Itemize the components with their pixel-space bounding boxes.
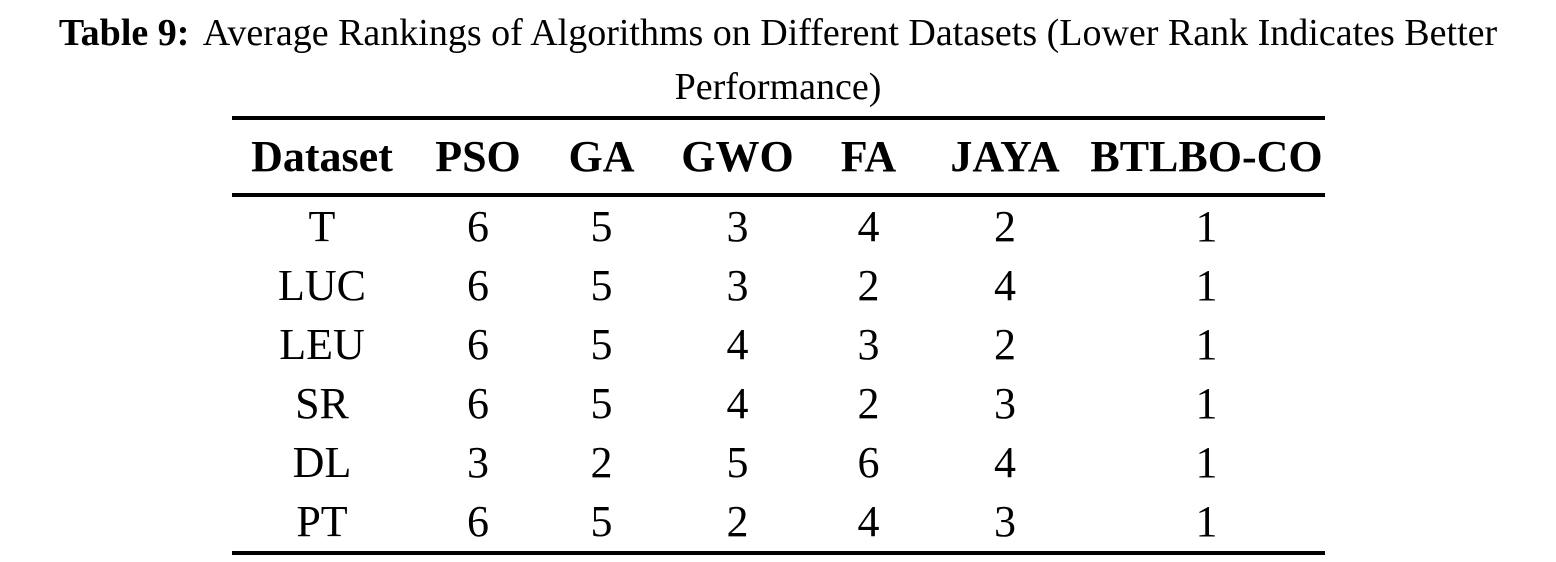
- table-row-pt: PT 6 5 2 4 3 1: [232, 492, 1325, 553]
- col-header-gwo: GWO: [681, 132, 794, 181]
- row-label: T: [308, 202, 336, 251]
- table-row-luc: LUC 6 5 3 2 4 1: [232, 256, 1325, 315]
- col-header-btlbo-co: BTLBO-CO: [1090, 132, 1323, 181]
- row-label: SR: [295, 379, 349, 428]
- cell: 3: [857, 320, 880, 369]
- cell: 5: [590, 261, 613, 310]
- table-row-leu: LEU 6 5 4 3 2 1: [232, 315, 1325, 374]
- table-caption: Table 9: Average Rankings of Algorithms o…: [0, 0, 1556, 114]
- cell: 2: [994, 320, 1016, 369]
- cell: 4: [994, 438, 1016, 487]
- cell: 6: [467, 497, 489, 546]
- cell: 3: [726, 202, 749, 251]
- cell: 2: [857, 261, 880, 310]
- cell: 3: [467, 438, 489, 487]
- cell: 4: [857, 202, 880, 251]
- cell: 5: [590, 379, 613, 428]
- table-row-sr: SR 6 5 4 2 3 1: [232, 374, 1325, 433]
- cell: 1: [1195, 379, 1218, 428]
- cell: 3: [994, 497, 1016, 546]
- table-row-t: T 6 5 3 4 2 1: [232, 195, 1325, 256]
- cell: 1: [1195, 438, 1218, 487]
- cell: 2: [857, 379, 880, 428]
- cell: 5: [590, 202, 613, 251]
- col-header-ga: GA: [568, 132, 635, 181]
- cell: 2: [590, 438, 613, 487]
- cell: 2: [726, 497, 749, 546]
- rankings-table: Dataset PSO GA GWO FA JAYA BTLBO-CO T 6 …: [231, 116, 1325, 555]
- cell: 5: [590, 320, 613, 369]
- cell: 6: [467, 379, 489, 428]
- cell: 3: [994, 379, 1016, 428]
- cell: 3: [726, 261, 749, 310]
- header-row: Dataset PSO GA GWO FA JAYA BTLBO-CO: [231, 118, 1325, 195]
- col-header-fa: FA: [840, 132, 897, 181]
- cell: 1: [1195, 320, 1218, 369]
- cell: 4: [994, 261, 1016, 310]
- col-header-pso: PSO: [435, 132, 521, 181]
- cell: 1: [1195, 261, 1218, 310]
- cell: 6: [467, 320, 489, 369]
- cell: 2: [994, 202, 1016, 251]
- row-label: DL: [292, 438, 352, 487]
- cell: 6: [467, 261, 489, 310]
- col-header-dataset: Dataset: [251, 132, 393, 181]
- cell: 5: [726, 438, 749, 487]
- cell: 4: [726, 320, 749, 369]
- row-label: LUC: [278, 261, 366, 310]
- table-row-dl: DL 3 2 5 6 4 1: [232, 433, 1325, 492]
- col-header-jaya: JAYA: [950, 132, 1060, 181]
- cell: 6: [467, 202, 489, 251]
- cell: 4: [857, 497, 880, 546]
- row-label: LEU: [279, 320, 365, 369]
- cell: 6: [857, 438, 880, 487]
- table-caption-label: Table 9:: [58, 12, 190, 54]
- table-caption-text: Average Rankings of Algorithms on Differ…: [202, 12, 1498, 108]
- cell: 4: [726, 379, 749, 428]
- cell: 1: [1195, 202, 1218, 251]
- row-label: PT: [296, 497, 348, 546]
- cell: 5: [590, 497, 613, 546]
- cell: 1: [1195, 497, 1218, 546]
